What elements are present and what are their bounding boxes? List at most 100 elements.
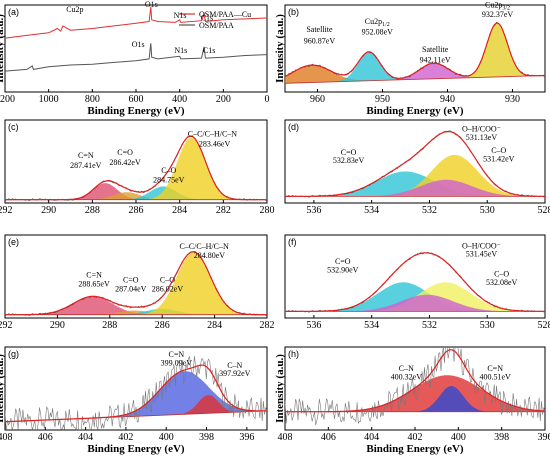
peak-annotation: Cu2p [66, 5, 83, 14]
panel-a: OSM/PAA—Cu OSM/PAA 1200 1000 800 600 400 200 0 Bi… [0, 0, 270, 117]
panel-label: (h) [288, 349, 299, 359]
x-tick-label: 528 [538, 205, 550, 216]
x-axis-label: Binding Energy (eV) [366, 443, 464, 455]
panel-label: (f) [288, 237, 297, 247]
peak-annotation: 932.37eV [482, 10, 514, 19]
y-axis-label: Intensity (a.u.) [0, 354, 6, 423]
peak-component [285, 171, 545, 197]
peak-annotation: Cu2p3/2 [485, 1, 510, 12]
x-tick-label: 930 [505, 94, 520, 105]
peak-annotation: 532.90eV [327, 265, 359, 274]
x-axis-label: Binding Energy (eV) [366, 105, 464, 117]
x-tick-label: 292 [0, 320, 13, 331]
envelope-line [285, 130, 545, 197]
peak-annotation: 952.08eV [362, 28, 394, 37]
peak-annotation: N1s [174, 46, 187, 55]
peak-annotation: 960.87eV [304, 36, 336, 45]
peak-annotation: Satellite [422, 45, 449, 54]
peak-annotation: 288.65eV [78, 279, 110, 288]
panel-h: 408 406 404 402 400 398 396 Binding Energy (eV)… [274, 346, 550, 455]
peak-annotation: C=O [335, 257, 351, 266]
plot-area [285, 347, 545, 426]
x-tick-label: 800 [85, 94, 100, 105]
peak-annotation: C–C/C–H/C–N [179, 242, 229, 251]
peak-annotation: 287.04eV [115, 284, 147, 293]
panel-g: 408 406 404 402 400 398 396 Binding Energy (eV)… [0, 346, 268, 455]
envelope-line [285, 252, 545, 312]
x-tick-label: 950 [375, 94, 390, 105]
x-tick-label: 402 [118, 432, 133, 443]
panel-label: (a) [8, 7, 19, 17]
legend-label: OSM/PAA [199, 21, 234, 30]
peak-annotation: 532.08eV [486, 278, 518, 287]
x-tick-label: 404 [364, 432, 379, 443]
plot-area [5, 251, 267, 316]
x-tick-label: 400 [451, 432, 466, 443]
series-line [5, 6, 267, 39]
panel-b: 960 950 940 930 Binding Energy (eV) Intensity… [274, 1, 546, 117]
x-tick-label: 400 [172, 94, 187, 105]
x-tick-label: 528 [538, 320, 550, 331]
panel-c: 292 290 288 286 284 282 280(c)C=N287.41eVC=O28… [0, 119, 275, 216]
peak-annotation: 284.75eV [153, 175, 185, 184]
x-tick-label: 286 [129, 205, 144, 216]
peak-component [5, 252, 267, 315]
peak-annotation: C=O [123, 275, 139, 284]
x-tick-label: 960 [310, 94, 325, 105]
x-tick-label: 406 [321, 432, 336, 443]
x-tick-label: 398 [199, 432, 214, 443]
peak-component [5, 310, 267, 315]
y-axis-label: Intensity (a.u.) [0, 14, 6, 83]
x-tick-label: 534 [364, 320, 379, 331]
y-axis-label: Intensity (a.u.) [274, 14, 286, 83]
peak-annotation: 532.83eV [333, 156, 365, 165]
peak-annotation: 531.13eV [466, 133, 498, 142]
peak-annotation: C=O [341, 148, 357, 157]
annotation-subscript: 3/2 [502, 6, 510, 12]
raw-data-line [5, 355, 267, 430]
x-tick-label: 1000 [39, 94, 59, 105]
raw-data-line [285, 347, 545, 426]
peak-component [285, 294, 545, 312]
x-tick-label: 530 [480, 205, 495, 216]
peak-annotation: C1s [201, 14, 213, 23]
series-line [5, 43, 267, 72]
peak-annotation: 286.02eV [152, 284, 184, 293]
peak-annotation: C–O [160, 275, 175, 284]
peak-annotation: C=N [86, 270, 102, 279]
peak-component [285, 52, 545, 84]
peak-annotation: O–H/COO⁻ [462, 241, 501, 250]
peak-component [5, 192, 267, 200]
x-tick-label: 284 [207, 320, 222, 331]
x-tick-label: 600 [129, 94, 144, 105]
peak-component [5, 137, 267, 200]
peak-component [285, 154, 545, 197]
x-tick-label: 532 [422, 320, 437, 331]
x-axis-label: Binding Energy (eV) [87, 443, 185, 455]
peak-annotation: 400.32eV [391, 372, 423, 381]
plot-area [285, 130, 545, 198]
x-tick-label: 288 [102, 320, 117, 331]
x-tick-label: 396 [538, 432, 550, 443]
peak-component [5, 308, 267, 315]
legend-label: OSM/PAA—Cu [199, 10, 251, 19]
x-tick-label: 404 [78, 432, 93, 443]
peak-component [285, 23, 545, 84]
peak-annotation: C–N [227, 361, 242, 370]
peak-annotation: Cu2p1/2 [365, 17, 390, 28]
peak-annotation: O–H/COO⁻ [462, 125, 501, 134]
peak-annotation: C=N [487, 364, 503, 373]
x-tick-label: 200 [216, 94, 231, 105]
x-tick-label: 400 [159, 432, 174, 443]
x-tick-label: 536 [306, 205, 321, 216]
peak-annotation: C–C/C–H/C–N [188, 130, 238, 139]
peak-component [285, 179, 545, 197]
plot-area [5, 135, 267, 201]
peak-annotation: C=O [117, 148, 133, 157]
x-tick-label: 282 [216, 205, 231, 216]
peak-annotation: C–O [161, 166, 176, 175]
peak-annotation: C–O [491, 146, 506, 155]
peak-annotation: O1s [132, 40, 145, 49]
